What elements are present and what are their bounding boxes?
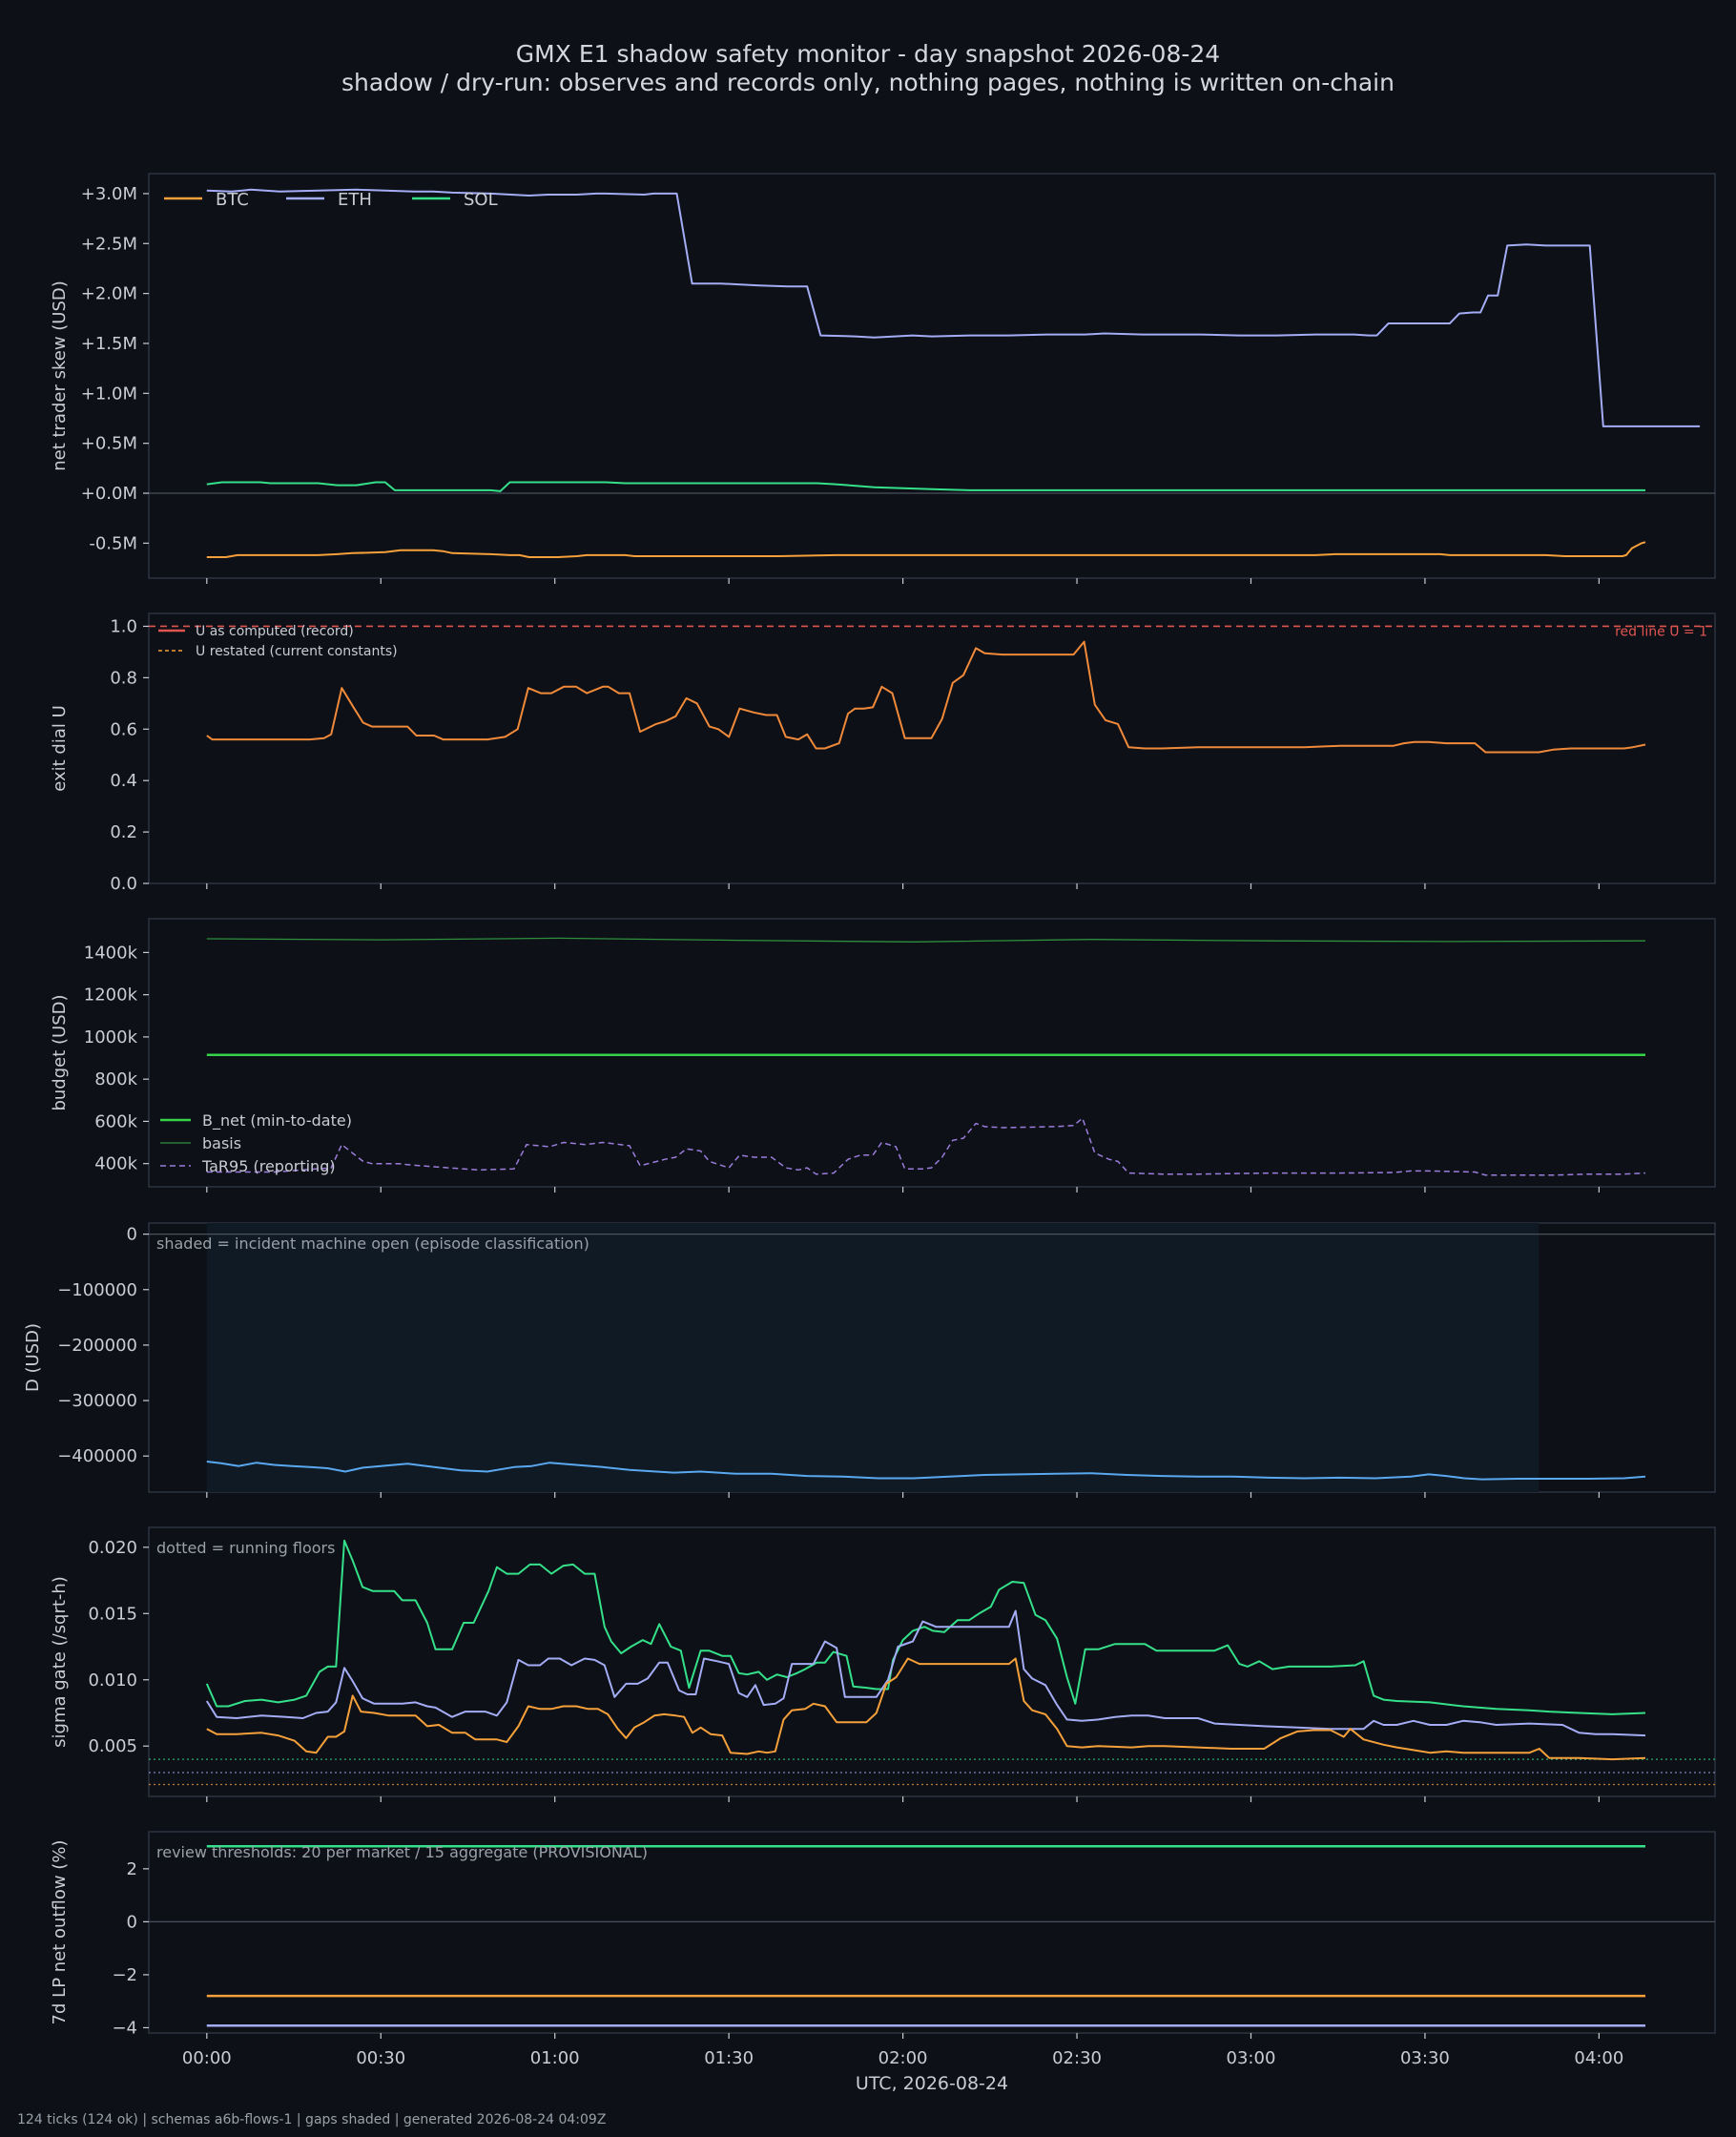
- legend-label: B_net (min-to-date): [202, 1111, 352, 1131]
- x-tick-label: 03:00: [1227, 2048, 1276, 2068]
- x-tick-label: 01:00: [530, 2048, 580, 2068]
- legend-label: SOL: [464, 190, 498, 210]
- y-tick-label: 0: [127, 1912, 137, 1932]
- x-tick-label: 00:30: [356, 2048, 405, 2068]
- y-tick-label: 0.4: [110, 771, 137, 791]
- red-line-label: red line U = 1: [1615, 624, 1707, 639]
- series-line-d: [206, 1461, 1646, 1481]
- series-line-basis: [206, 937, 1646, 943]
- y-tick-label: 0.005: [88, 1736, 137, 1756]
- y-tick-label: −2: [112, 1965, 137, 1985]
- panel-skew: +3.0M +2.5M +2.0M +1.5M +1.0M +0.5M +0.0M -0.5M…: [50, 173, 1716, 584]
- plot-frame: [148, 1526, 1716, 1797]
- y-tick-label: 1200k: [84, 986, 138, 1006]
- y-tick-label: 1400k: [84, 943, 138, 963]
- y-tick-label: 400k: [94, 1154, 137, 1174]
- legend-label: U as computed (record): [196, 624, 354, 639]
- y-tick-label: 0.2: [110, 822, 137, 842]
- y-tick-label: +2.0M: [81, 284, 137, 304]
- y-axis-label: sigma gate (/sqrt-h): [50, 1576, 70, 1748]
- legend-label: TaR95 (reporting): [201, 1157, 336, 1175]
- x-tick-label: 00:00: [182, 2048, 232, 2068]
- y-axis-label: 7d LP net outflow (%): [50, 1840, 70, 2025]
- y-tick-label: −300000: [57, 1391, 137, 1411]
- y-axis-label: exit dial U: [50, 705, 70, 792]
- y-tick-label: 0.010: [88, 1670, 137, 1691]
- x-axis-label: UTC, 2026-08-24: [856, 2073, 1008, 2094]
- y-tick-label: +1.0M: [81, 384, 137, 404]
- y-tick-label: 0.015: [88, 1604, 137, 1624]
- panel-sigma: 0.005 0.010 0.015 0.020 sigma gate (/sqrt-h)…: [50, 1526, 1716, 1802]
- y-tick-label: +3.0M: [81, 184, 137, 204]
- panel-outflow: 2 0 −2 −4 7d LP net outflow (%) review thresh…: [50, 1831, 1716, 2039]
- plot-frame: [148, 918, 1716, 1188]
- y-axis-label: net trader skew (USD): [50, 280, 70, 471]
- panel-drawdown: 0 −100000 −200000 −300000 −400000 D (USD) shad…: [23, 1222, 1716, 1498]
- y-tick-label: -0.5M: [89, 533, 137, 553]
- y-tick-label: 600k: [94, 1111, 137, 1131]
- series-line-tar95: [206, 1117, 1646, 1176]
- y-axis-label: D (USD): [23, 1323, 43, 1392]
- series-line-sol: [205, 1539, 1646, 1715]
- y-tick-label: +2.5M: [81, 234, 137, 254]
- y-tick-label: +1.5M: [81, 334, 137, 354]
- series-line-btc: [206, 1657, 1646, 1761]
- plot-frame: [148, 1831, 1716, 2034]
- y-tick-label: 0.0: [110, 874, 137, 894]
- plot-frame: [148, 173, 1716, 579]
- panel-note: shaded = incident machine open (episode …: [156, 1234, 589, 1253]
- legend-label: BTC: [216, 190, 249, 210]
- y-tick-label: 0.020: [88, 1538, 137, 1558]
- panel-note: review thresholds: 20 per market / 15 ag…: [156, 1843, 648, 1861]
- series-line-sol: [206, 481, 1645, 492]
- x-tick-label: 01:30: [704, 2048, 754, 2068]
- y-tick-label: 1.0: [110, 616, 137, 636]
- panel-budget: 400k 600k 800k 1000k 1200k 1400k budget (USD) B…: [50, 918, 1716, 1193]
- incident-shaded-region: [206, 1223, 1540, 1492]
- y-tick-label: 0: [127, 1225, 137, 1245]
- y-tick-label: 800k: [94, 1069, 137, 1089]
- series-line-u: [206, 640, 1646, 754]
- page-subtitle: shadow / dry-run: observes and records o…: [341, 69, 1395, 96]
- plot-frame: [148, 612, 1716, 884]
- series-line-eth: [206, 188, 1701, 427]
- x-tick-label: 02:30: [1052, 2048, 1102, 2068]
- y-tick-label: +0.0M: [81, 484, 137, 504]
- panel-note: dotted = running floors: [156, 1539, 335, 1557]
- y-tick-label: 0.8: [110, 668, 137, 688]
- y-tick-label: −400000: [57, 1446, 137, 1466]
- legend-label: U restated (current constants): [196, 644, 398, 659]
- series-line-eth: [205, 1609, 1646, 1737]
- series-line-btc: [206, 541, 1646, 558]
- y-tick-label: 2: [127, 1859, 137, 1879]
- x-tick-label: 03:30: [1400, 2048, 1450, 2068]
- y-tick-label: −200000: [57, 1336, 137, 1356]
- legend-label: basis: [202, 1134, 241, 1152]
- y-tick-label: −100000: [57, 1280, 137, 1300]
- x-tick-label: 04:00: [1574, 2048, 1623, 2068]
- y-tick-label: 0.6: [110, 719, 137, 739]
- footer-status: 124 ticks (124 ok) | schemas a6b-flows-1…: [17, 2112, 607, 2127]
- x-tick-label: 02:00: [878, 2048, 928, 2068]
- y-axis-label: budget (USD): [50, 994, 70, 1110]
- panel-dial: red line U = 1 0.0 0.2 0.4 0.6 0.8 1.0 exit dia…: [50, 612, 1716, 894]
- y-tick-label: 1000k: [84, 1027, 138, 1048]
- y-tick-label: +0.5M: [81, 434, 137, 454]
- legend-label: ETH: [338, 190, 372, 210]
- page-title: GMX E1 shadow safety monitor - day snaps…: [515, 40, 1221, 68]
- y-tick-label: −4: [112, 2018, 137, 2038]
